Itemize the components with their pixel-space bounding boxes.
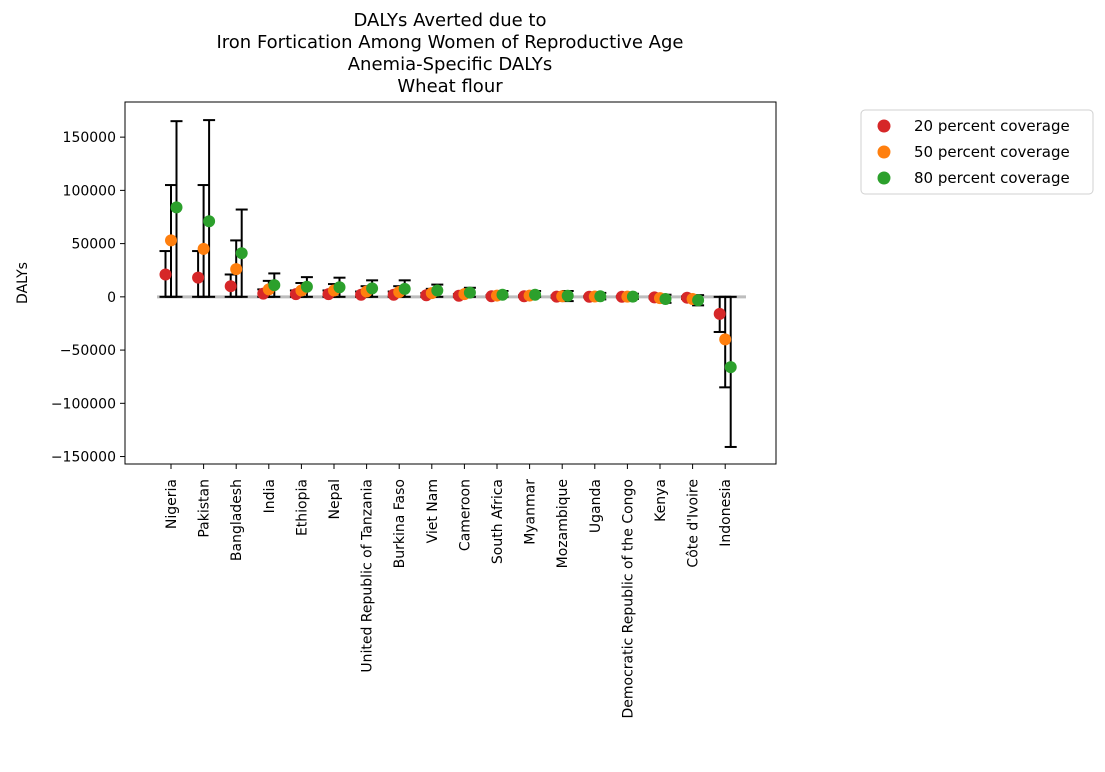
data-point xyxy=(333,281,346,294)
legend-marker xyxy=(877,171,891,185)
data-point xyxy=(230,263,243,276)
data-point xyxy=(165,234,177,247)
x-tick-label: Democratic Republic of the Congo xyxy=(620,479,636,718)
x-tick-label: Kenya xyxy=(653,479,669,522)
x-tick-label: Cameroon xyxy=(457,479,473,551)
legend-marker xyxy=(877,119,891,133)
x-tick-label: India xyxy=(262,479,278,513)
data-point xyxy=(496,288,509,301)
data-point xyxy=(719,333,732,346)
data-point xyxy=(594,290,607,303)
legend-label: 50 percent coverage xyxy=(914,143,1070,161)
legend-label: 20 percent coverage xyxy=(914,117,1070,135)
data-point xyxy=(692,294,705,307)
data-point xyxy=(713,307,726,320)
data-point xyxy=(529,288,542,301)
legend-label: 80 percent coverage xyxy=(914,169,1070,187)
y-tick-label: 0 xyxy=(107,290,116,306)
data-point xyxy=(398,282,411,295)
data-point xyxy=(192,271,205,284)
x-tick-label: Myanmar xyxy=(523,479,539,545)
legend-marker xyxy=(877,145,891,159)
data-point xyxy=(159,268,172,281)
data-point xyxy=(659,292,672,305)
data-point xyxy=(626,290,639,303)
data-point xyxy=(463,286,476,299)
title-line: Anemia-Specific DALYs xyxy=(348,54,553,75)
x-tick-label: Burkina Faso xyxy=(392,479,408,568)
data-point xyxy=(224,280,237,293)
x-tick-label: Nepal xyxy=(327,479,343,519)
x-tick-label: Côte d'Ivoire xyxy=(686,479,702,568)
plot-area xyxy=(124,101,777,465)
title-line: Iron Fortication Among Women of Reproduc… xyxy=(216,32,683,53)
y-axis-label: DALYs xyxy=(15,262,31,304)
error-bars xyxy=(159,119,737,448)
y-tick-label: −50000 xyxy=(60,343,116,359)
x-tick-label: United Republic of Tanzania xyxy=(360,479,376,673)
title-line: DALYs Averted due to xyxy=(354,10,547,31)
x-tick-label: Ethiopia xyxy=(294,479,310,536)
y-axis: 150000 100000 50000 0 −50000 −100000 −150000 xyxy=(51,130,125,466)
x-tick-label: Mozambique xyxy=(555,479,571,568)
x-tick-label: Bangladesh xyxy=(229,479,245,561)
y-tick-label: 100000 xyxy=(63,183,116,199)
data-point xyxy=(431,284,444,297)
data-point xyxy=(268,279,281,292)
y-tick-label: 150000 xyxy=(63,130,116,146)
y-tick-label: 50000 xyxy=(71,237,116,253)
x-tick-label: Viet Nam xyxy=(425,479,441,543)
data-points xyxy=(159,201,737,374)
title-line: Wheat flour xyxy=(397,76,503,97)
x-tick-label: Indonesia xyxy=(718,479,734,547)
x-tick-label: South Africa xyxy=(490,479,506,564)
data-point xyxy=(724,361,737,374)
data-point xyxy=(561,289,574,302)
data-point xyxy=(170,201,183,214)
x-tick-label: Pakistan xyxy=(197,479,213,538)
x-axis: Nigeria Pakistan Bangladesh India Ethiopia Ne… xyxy=(164,464,734,718)
x-tick-label: Uganda xyxy=(588,479,604,533)
y-tick-label: −150000 xyxy=(51,450,116,466)
legend-box xyxy=(860,109,1094,195)
y-tick-label: −100000 xyxy=(51,396,116,412)
data-point xyxy=(300,280,313,293)
data-point xyxy=(366,282,379,295)
x-tick-label: Nigeria xyxy=(164,479,180,529)
data-point xyxy=(203,215,216,228)
data-point xyxy=(235,247,248,260)
legend: 20 percent coverage 50 percent coverage 80… xyxy=(860,109,1094,195)
data-point xyxy=(197,242,210,255)
